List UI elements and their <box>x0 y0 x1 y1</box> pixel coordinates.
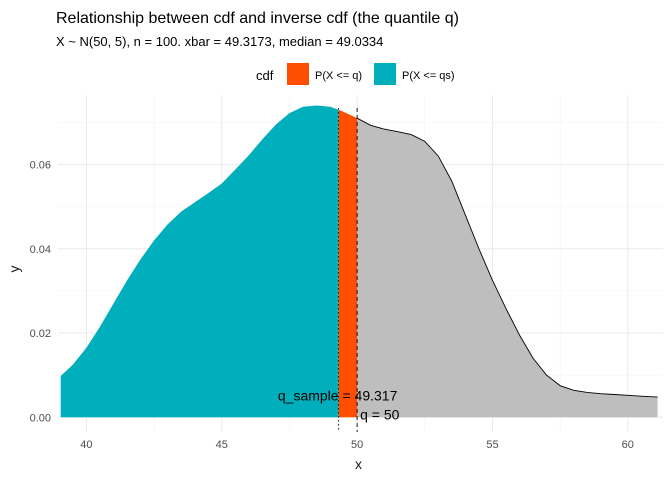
density-areas <box>60 105 658 418</box>
y-tick-label: 0.00 <box>30 412 51 424</box>
tick-labels: 40 45 50 55 60 0.00 0.02 0.04 0.06 <box>30 160 634 451</box>
area-between-q-sample-and-q <box>338 109 358 418</box>
area-below-q-sample <box>60 105 339 418</box>
density-outline <box>356 117 658 398</box>
x-tick-label: 40 <box>80 439 92 451</box>
legend-label-q: P(X <= q) <box>315 70 362 82</box>
legend-title: cdf <box>256 68 274 83</box>
reference-lines <box>338 108 358 432</box>
legend: cdf P(X <= q) P(X <= qs) <box>256 63 455 85</box>
y-axis-title: y <box>6 266 22 273</box>
x-tick-label: 50 <box>351 439 363 451</box>
y-tick-label: 0.06 <box>30 160 51 172</box>
annotation-q: q = 50 <box>360 406 400 422</box>
x-tick-label: 45 <box>216 439 228 451</box>
chart-subtitle: X ~ N(50, 5), n = 100. xbar = 49.3173, m… <box>56 34 383 49</box>
legend-swatch-qs <box>374 63 396 85</box>
x-tick-label: 60 <box>622 439 634 451</box>
area-above-q <box>357 118 658 418</box>
x-tick-label: 55 <box>486 439 498 451</box>
legend-label-qs: P(X <= qs) <box>402 70 455 82</box>
chart-title: Relationship between cdf and inverse cdf… <box>56 10 459 27</box>
x-axis-title: x <box>355 456 362 472</box>
y-tick-label: 0.04 <box>30 244 51 256</box>
y-tick-label: 0.02 <box>30 328 51 340</box>
annotation-q-sample: q_sample = 49.317 <box>278 387 398 403</box>
legend-swatch-q <box>287 63 309 85</box>
